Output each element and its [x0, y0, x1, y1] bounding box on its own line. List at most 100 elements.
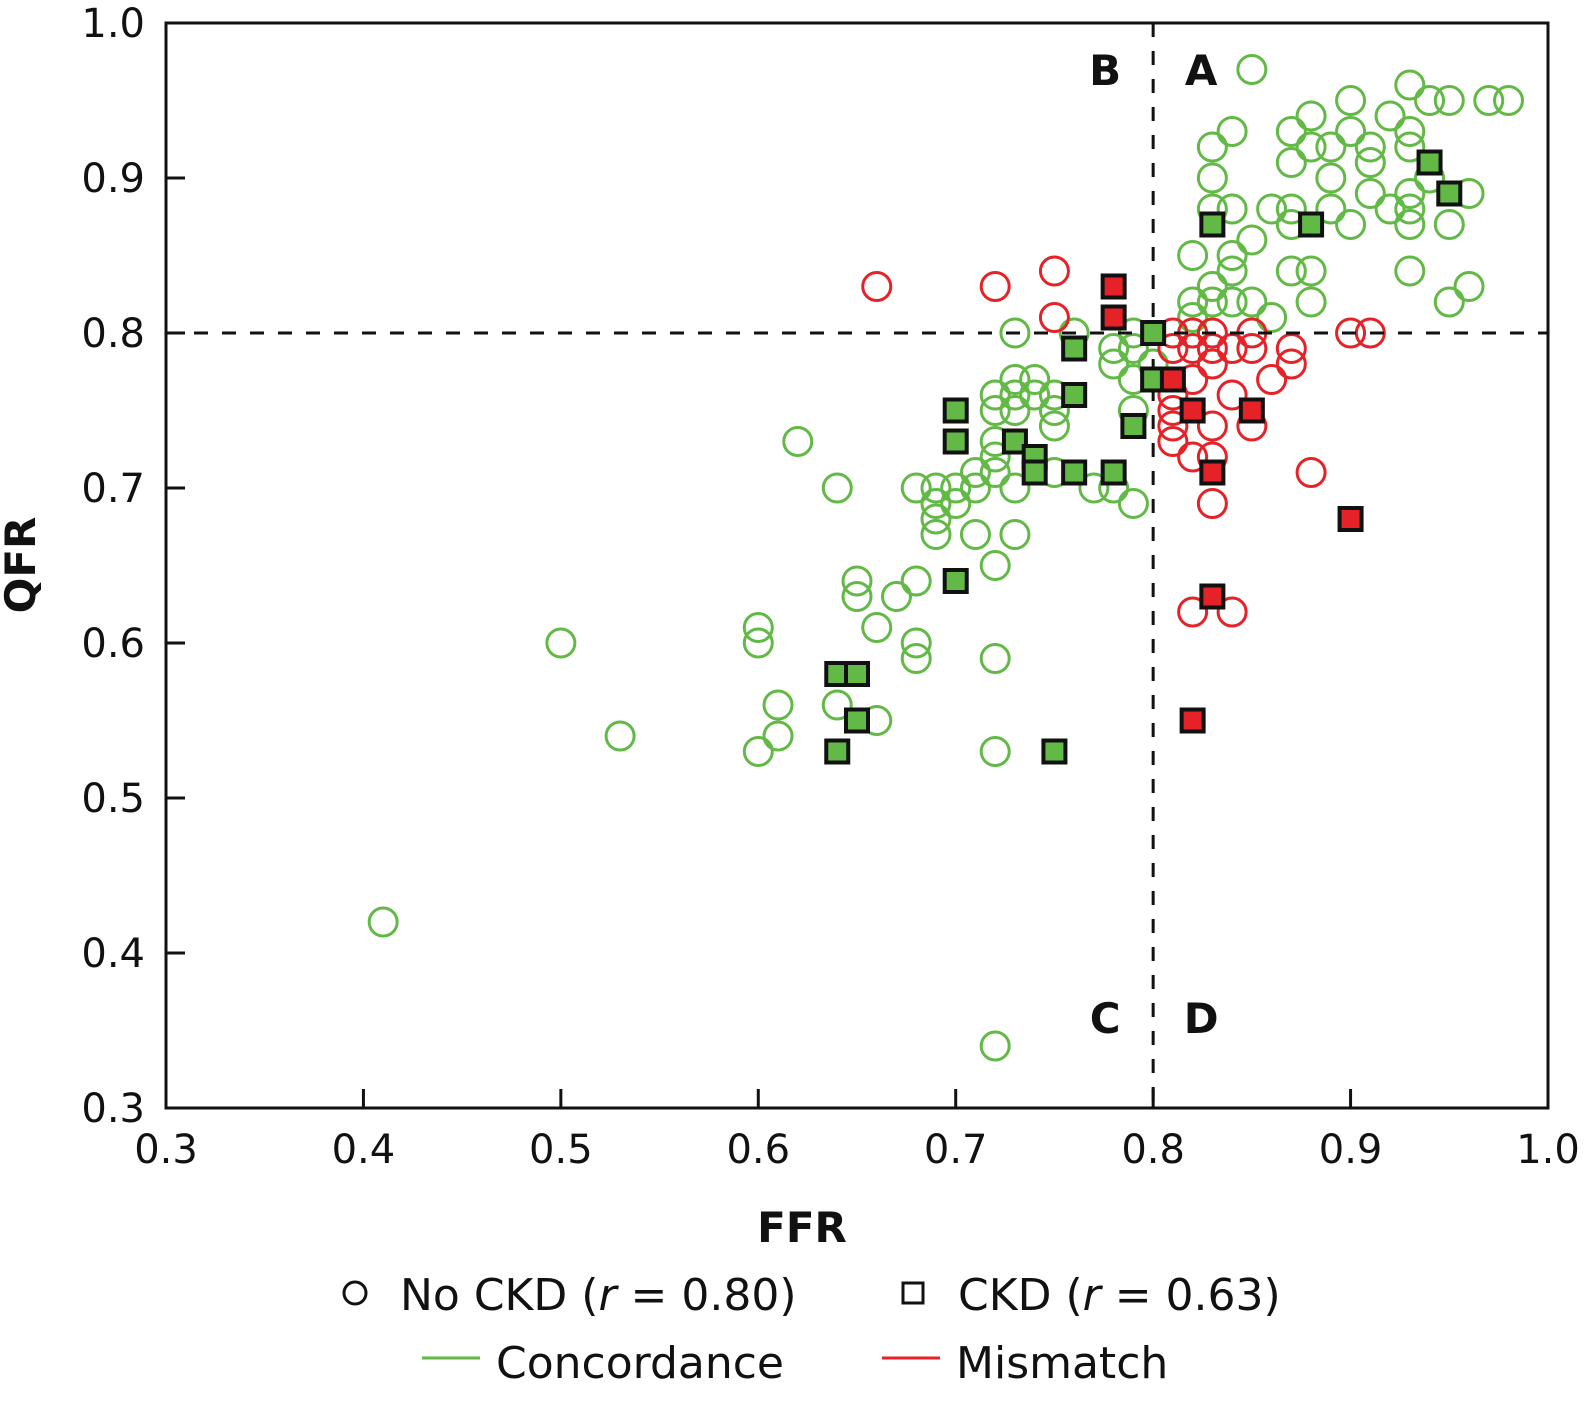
data-point-no-ckd-mismatch [1177, 441, 1209, 473]
points-layer [367, 54, 1525, 1062]
legend-no-ckd-prefix: No CKD ( [400, 1270, 598, 1321]
legend-ckd-prefix: CKD ( [958, 1270, 1083, 1321]
y-tick-label: 0.9 [81, 156, 145, 202]
x-tick-label: 0.4 [332, 1127, 396, 1173]
legend: No CKD (r = 0.80) CKD (r = 0.63) Concord… [342, 1270, 1281, 1389]
data-point-ckd-concordance [1199, 211, 1226, 238]
data-point-ckd-concordance [1061, 335, 1088, 362]
data-point-no-ckd-mismatch [1256, 364, 1288, 395]
data-point-ckd-concordance [942, 428, 969, 455]
data-point-no-ckd-concordance [1216, 193, 1248, 225]
data-point-no-ckd-concordance [1433, 209, 1465, 240]
data-point-no-ckd-concordance [1038, 410, 1070, 442]
data-point-no-ckd-concordance [1374, 193, 1406, 225]
data-point-ckd-concordance [942, 568, 969, 594]
data-point-no-ckd-mismatch [1177, 596, 1209, 628]
data-point-no-ckd-concordance [979, 379, 1011, 411]
data-point-no-ckd-mismatch [1236, 333, 1268, 364]
data-point-no-ckd-concordance [1117, 488, 1149, 519]
data-point-no-ckd-concordance [999, 317, 1031, 349]
data-point-ckd-concordance [1416, 149, 1443, 176]
data-point-no-ckd-concordance [1177, 286, 1209, 318]
data-point-no-ckd-concordance [861, 612, 893, 643]
data-point-no-ckd-concordance [1335, 116, 1367, 147]
legend-label-mismatch: Mismatch [956, 1338, 1168, 1389]
data-point-no-ckd-concordance [979, 736, 1011, 767]
legend-circle-marker [342, 1280, 368, 1306]
data-point-no-ckd-mismatch [1157, 333, 1189, 364]
data-point-ckd-concordance [1021, 459, 1048, 486]
data-point-no-ckd-concordance [1196, 286, 1228, 318]
legend-label-no-ckd: No CKD (r = 0.80) [400, 1270, 797, 1321]
data-point-no-ckd-concordance [1394, 116, 1426, 147]
data-point-ckd-mismatch [1179, 707, 1206, 734]
data-point-no-ckd-concordance [1038, 395, 1070, 426]
legend-square-marker [901, 1281, 925, 1305]
x-axis-title: FFR [757, 1203, 847, 1252]
data-point-no-ckd-concordance [1295, 255, 1327, 287]
data-point-ckd-concordance [824, 738, 851, 765]
data-point-no-ckd-concordance [959, 472, 991, 504]
data-point-no-ckd-concordance [1493, 85, 1525, 116]
data-point-no-ckd-mismatch [1275, 348, 1307, 380]
data-point-ckd-mismatch [1100, 273, 1127, 300]
data-point-no-ckd-concordance [1098, 333, 1130, 364]
data-point-no-ckd-concordance [1216, 286, 1248, 318]
legend-item-ckd: CKD (r = 0.63) [901, 1270, 1281, 1321]
legend-no-ckd-suffix: = 0.80) [617, 1270, 797, 1321]
data-point-ckd-mismatch [1179, 397, 1206, 424]
data-point-no-ckd-concordance [1236, 54, 1268, 85]
data-point-no-ckd-mismatch [1177, 333, 1209, 364]
data-point-no-ckd-concordance [920, 472, 952, 504]
data-point-no-ckd-concordance [762, 720, 794, 752]
y-tick-label: 0.7 [81, 466, 145, 512]
data-point-ckd-concordance [1061, 459, 1088, 486]
data-point-no-ckd-mismatch [1216, 596, 1248, 628]
data-point-no-ckd-concordance [742, 736, 774, 767]
data-point-no-ckd-concordance [762, 689, 794, 721]
data-point-no-ckd-concordance [367, 906, 399, 938]
quadrant-label-a: A [1185, 46, 1218, 95]
data-point-no-ckd-mismatch [1354, 317, 1386, 349]
data-point-no-ckd-concordance [1236, 224, 1268, 256]
data-point-no-ckd-concordance [1394, 131, 1426, 163]
data-point-no-ckd-concordance [999, 364, 1031, 395]
data-point-no-ckd-concordance [999, 379, 1031, 411]
data-point-ckd-concordance [1001, 428, 1028, 455]
data-point-ckd-concordance [844, 661, 870, 687]
data-point-no-ckd-concordance [1394, 193, 1426, 225]
data-point-no-ckd-concordance [940, 488, 972, 519]
legend-label-concordance: Concordance [496, 1338, 784, 1389]
legend-label-ckd: CKD (r = 0.63) [958, 1270, 1281, 1321]
data-point-no-ckd-concordance [1394, 69, 1426, 101]
data-point-no-ckd-mismatch [1196, 348, 1228, 380]
legend-item-no-ckd: No CKD (r = 0.80) [342, 1270, 797, 1321]
data-point-no-ckd-concordance [940, 472, 972, 504]
data-point-no-ckd-concordance [1295, 131, 1327, 163]
data-point-ckd-mismatch [1159, 366, 1186, 393]
data-point-no-ckd-concordance [1275, 116, 1307, 147]
data-point-no-ckd-concordance [1216, 240, 1248, 271]
data-point-no-ckd-concordance [1315, 131, 1347, 163]
data-point-no-ckd-concordance [979, 395, 1011, 426]
quadrant-label-d: D [1184, 994, 1219, 1043]
data-point-no-ckd-concordance [900, 565, 932, 597]
data-point-no-ckd-concordance [1315, 193, 1347, 225]
data-point-no-ckd-concordance [1295, 286, 1327, 318]
data-point-no-ckd-mismatch [1038, 255, 1070, 287]
legend-ckd-suffix: = 0.63) [1101, 1270, 1281, 1321]
data-point-no-ckd-mismatch [1157, 426, 1189, 457]
data-point-ckd-concordance [1298, 211, 1325, 238]
data-point-no-ckd-concordance [979, 457, 1011, 488]
legend-item-concordance: Concordance [422, 1338, 784, 1389]
plot-frame [164, 21, 1550, 1110]
data-point-no-ckd-concordance [999, 472, 1031, 504]
data-point-no-ckd-concordance [1453, 271, 1485, 302]
data-point-no-ckd-concordance [979, 441, 1011, 473]
data-point-ckd-mismatch [1100, 304, 1127, 331]
data-point-no-ckd-concordance [1256, 193, 1288, 225]
data-point-no-ckd-mismatch [1196, 317, 1228, 349]
data-point-no-ckd-concordance [920, 519, 952, 550]
y-tick-label: 1.0 [81, 1, 145, 47]
